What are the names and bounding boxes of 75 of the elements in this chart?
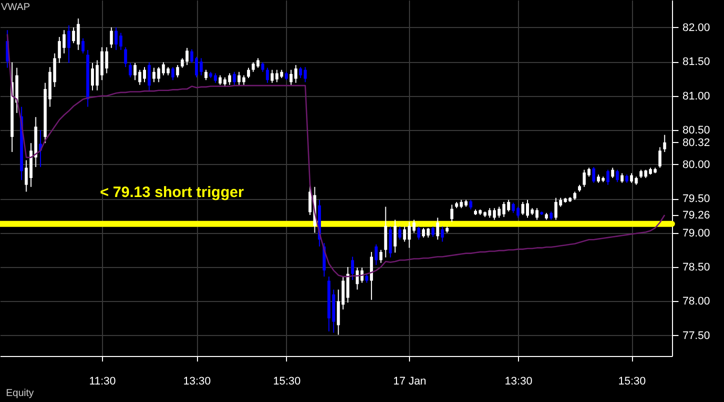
candlestick xyxy=(171,66,174,81)
candlestick xyxy=(440,226,444,242)
y-tick-label: 82.00 xyxy=(682,22,710,34)
candlestick xyxy=(388,226,392,258)
y-tick-label: 81.50 xyxy=(682,56,710,68)
candlestick xyxy=(247,67,250,79)
candlestick xyxy=(304,66,307,83)
x-tick-label: 15:30 xyxy=(273,376,301,388)
candlestick xyxy=(469,199,472,210)
x-tick-label: 17 Jan xyxy=(393,376,426,388)
candlestick xyxy=(384,206,388,258)
x-tick-label: 13:30 xyxy=(183,376,211,388)
candlestick xyxy=(176,64,180,78)
candlestick xyxy=(398,226,402,240)
y-tick-label: 78.00 xyxy=(682,296,710,308)
candlestick xyxy=(214,72,217,84)
candlestick xyxy=(256,58,260,68)
y-tick-label: 80.50 xyxy=(682,124,710,137)
candlestick xyxy=(417,226,420,240)
candlestick xyxy=(403,226,406,242)
candlestick xyxy=(431,226,434,238)
candlestick xyxy=(620,172,624,184)
candlestick xyxy=(394,219,397,254)
y-tick-label: 81.00 xyxy=(682,90,710,102)
y-tick-label: 80.32 xyxy=(682,136,710,149)
candlestick xyxy=(242,74,246,86)
candlestick xyxy=(72,26,76,44)
chart-title: VWAP xyxy=(1,2,30,13)
candlestick xyxy=(374,244,378,266)
candlestick xyxy=(218,74,222,86)
candlestick xyxy=(204,69,208,81)
candlestick xyxy=(266,67,269,84)
ref-line-label: < 79.13 short trigger xyxy=(100,184,244,201)
candlestick xyxy=(76,18,80,50)
candlestick xyxy=(630,172,634,184)
candlestick xyxy=(232,71,236,86)
y-tick-label: 77.50 xyxy=(682,330,710,342)
candlestick xyxy=(148,62,151,91)
candlestick xyxy=(67,24,70,64)
candlestick xyxy=(379,249,382,264)
x-tick-label: 13:30 xyxy=(504,376,532,388)
candlestick xyxy=(134,62,137,81)
candlestick xyxy=(535,208,538,220)
x-tick-label: 11:30 xyxy=(89,376,116,388)
candlestick xyxy=(82,38,85,54)
candlestick xyxy=(238,71,241,86)
candlestick xyxy=(592,166,596,184)
candlestick xyxy=(119,32,122,50)
candlestick xyxy=(436,217,440,240)
candlestick xyxy=(290,69,293,86)
candlestick xyxy=(299,66,302,79)
candlestick xyxy=(294,64,298,84)
candlestick xyxy=(351,256,354,281)
candlestick xyxy=(128,62,132,78)
y-tick-label: 80.00 xyxy=(682,158,710,171)
x-tick-label: 15:30 xyxy=(618,376,646,388)
candlestick xyxy=(663,134,666,152)
candlestick xyxy=(114,26,118,50)
candlestick xyxy=(616,169,619,183)
candlestick xyxy=(450,204,454,222)
y-tick-label: 78.50 xyxy=(682,262,710,274)
candlestick xyxy=(346,266,350,304)
y-tick-label: 79.00 xyxy=(682,227,710,240)
y-tick-label: 79.26 xyxy=(682,209,710,222)
candlestick xyxy=(110,26,113,48)
candlestick xyxy=(261,62,264,72)
candlestick xyxy=(606,169,610,186)
candlestick xyxy=(611,167,614,178)
candlestick xyxy=(658,146,662,168)
candlestick xyxy=(124,46,128,68)
text: Equity xyxy=(6,388,34,399)
y-tick-label: 79.50 xyxy=(682,193,710,206)
candlestick xyxy=(370,251,373,300)
candlestick xyxy=(142,66,146,83)
candlestick xyxy=(270,69,274,84)
